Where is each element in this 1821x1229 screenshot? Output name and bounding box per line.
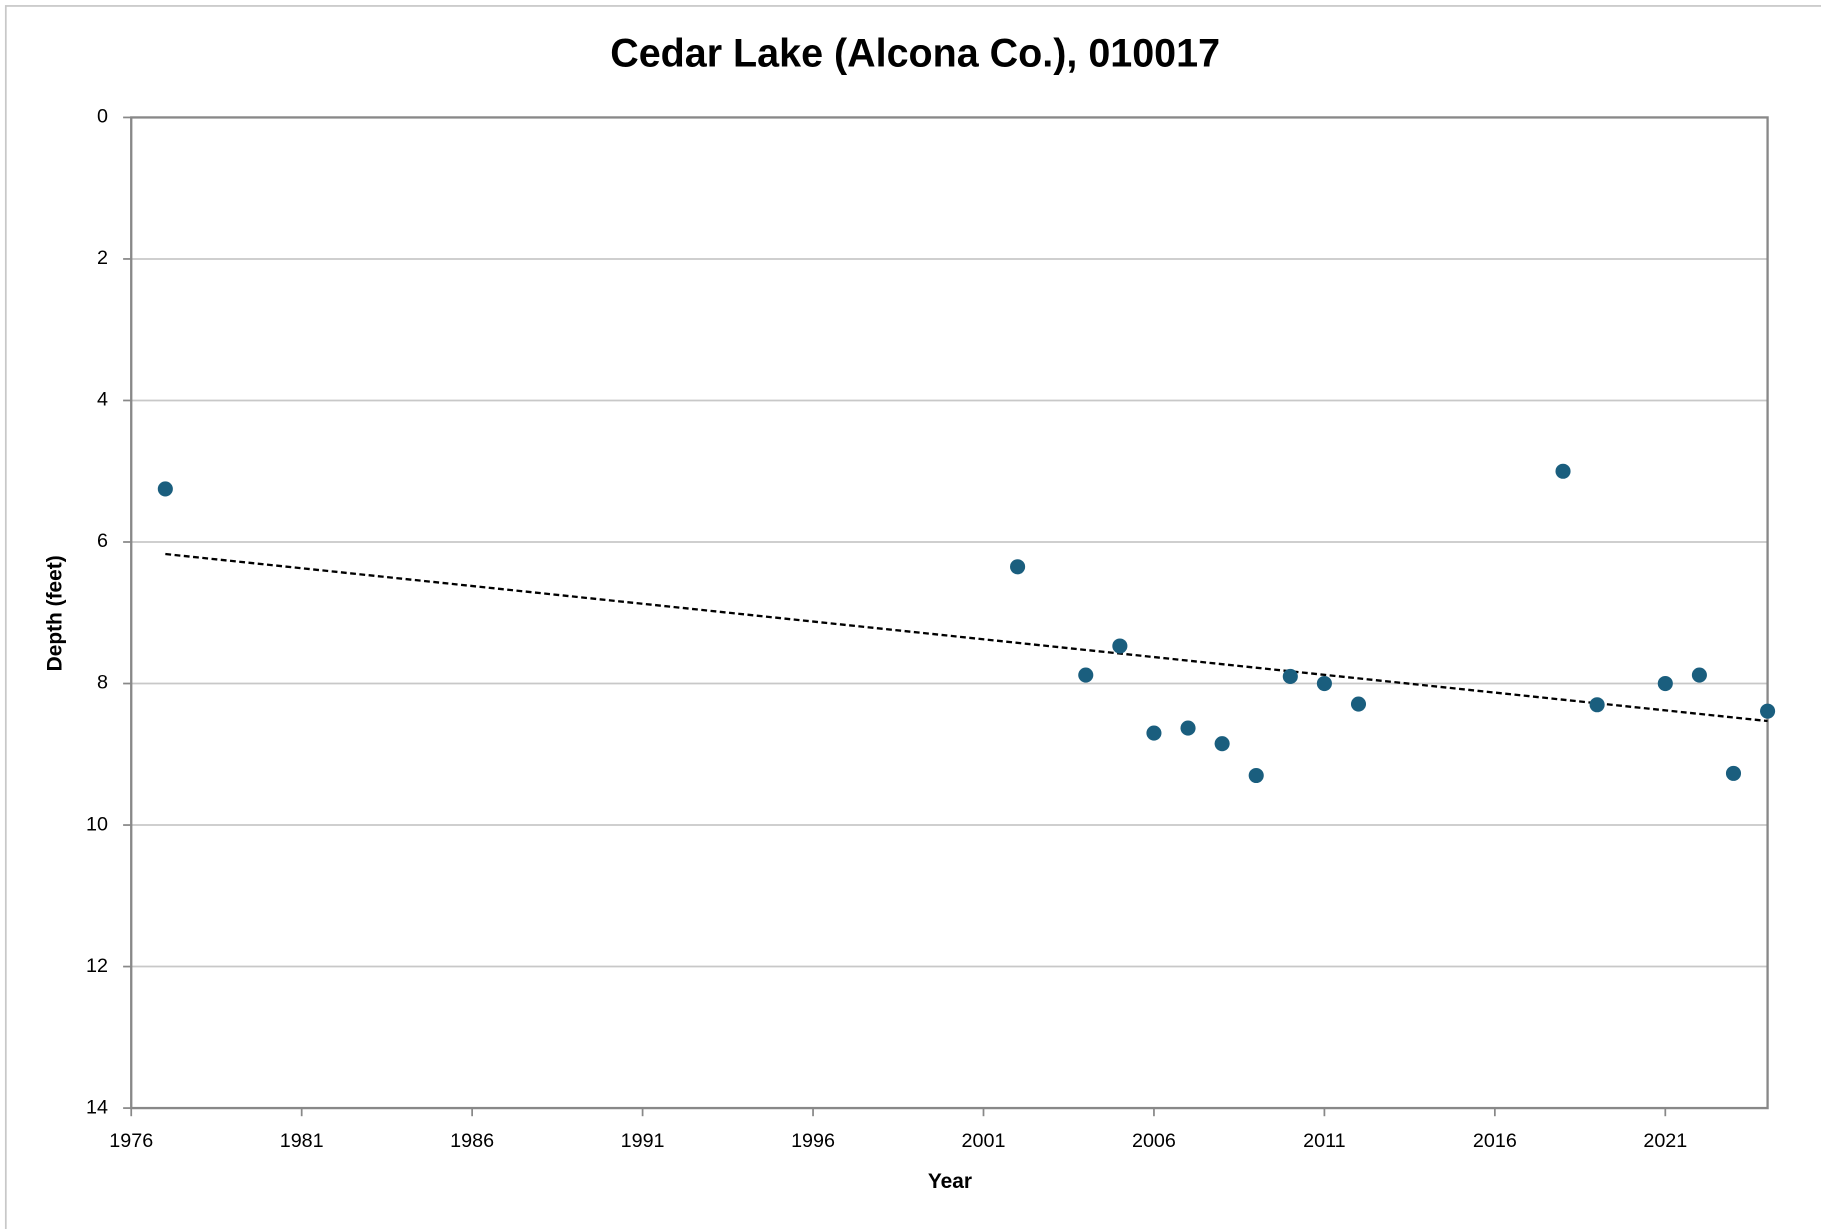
data-point <box>1146 725 1162 741</box>
y-tick-label: 8 <box>97 672 108 694</box>
data-point <box>1214 736 1230 752</box>
data-point <box>1078 667 1094 683</box>
y-axis-label: Depth (feet) <box>43 555 66 671</box>
x-tick-label: 1991 <box>621 1130 665 1152</box>
y-tick-label: 10 <box>86 813 108 835</box>
x-tick-label: 2021 <box>1643 1130 1687 1152</box>
data-point <box>1180 720 1196 736</box>
data-point <box>1657 675 1673 692</box>
data-point <box>1589 697 1605 713</box>
data-point <box>1555 463 1571 479</box>
data-point <box>1282 668 1298 684</box>
data-point <box>1316 675 1332 692</box>
data-point <box>1691 667 1707 683</box>
y-tick-label: 14 <box>86 1096 108 1118</box>
x-tick-label: 1996 <box>791 1130 835 1152</box>
x-tick-label: 1986 <box>450 1130 494 1152</box>
y-tick-label: 6 <box>97 530 108 552</box>
data-point <box>1725 765 1742 781</box>
x-tick-label: 1976 <box>109 1130 153 1152</box>
x-tick-label: 1981 <box>280 1130 324 1152</box>
y-tick-label: 2 <box>97 247 108 269</box>
data-point <box>1010 559 1026 575</box>
chart-frame <box>4 5 1821 1229</box>
x-axis-label: Year <box>928 1170 972 1193</box>
data-point <box>157 481 173 497</box>
data-point <box>1112 638 1128 654</box>
x-tick-label: 2016 <box>1473 1130 1517 1152</box>
y-tick-label: 0 <box>97 106 108 128</box>
trendline <box>165 552 1768 723</box>
plot-frame <box>130 116 1769 1110</box>
y-tick-label: 12 <box>86 955 108 977</box>
y-tick-label: 4 <box>97 389 108 411</box>
x-tick-label: 2001 <box>962 1130 1006 1152</box>
data-point <box>1760 703 1776 719</box>
data-point <box>1248 767 1264 784</box>
x-tick-label: 2011 <box>1303 1130 1345 1152</box>
chart-title: Cedar Lake (Alcona Co.), 010017 <box>610 31 1220 75</box>
x-tick-label: 2006 <box>1132 1130 1176 1152</box>
data-point <box>1350 696 1367 712</box>
